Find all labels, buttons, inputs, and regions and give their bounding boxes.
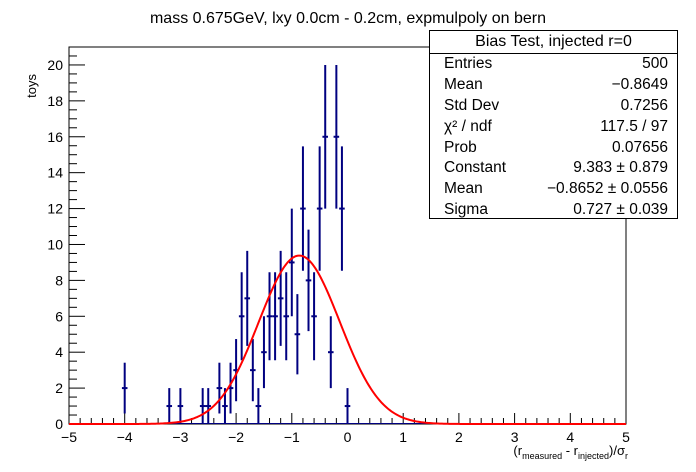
- data-point: [289, 208, 295, 317]
- stats-row: χ² / ndf 117.5 / 97: [430, 117, 677, 138]
- x-tick-label: −5: [61, 429, 77, 445]
- stats-value: −0.8649: [611, 75, 668, 93]
- data-point: [311, 272, 317, 361]
- data-point: [300, 146, 306, 271]
- data-point: [261, 316, 267, 389]
- data-point: [272, 272, 278, 361]
- stats-box: Bias Test, injected r=0 Entries 500 Mean −…: [429, 30, 678, 219]
- data-point: [277, 250, 284, 346]
- data-point: [250, 339, 256, 402]
- data-point: [266, 272, 273, 361]
- stats-label: Std Dev: [444, 96, 500, 114]
- stats-label: χ² / ndf: [444, 117, 492, 135]
- stats-row: Sigma 0.727 ± 0.039: [430, 200, 677, 221]
- x-axis-label: (rmeasured - rinjected)/σr: [513, 443, 628, 461]
- y-tick-label: 2: [55, 380, 63, 396]
- data-point: [238, 272, 245, 361]
- stats-value: 0.727 ± 0.039: [573, 201, 668, 219]
- stats-label: Constant: [444, 159, 507, 177]
- stats-value: 500: [642, 55, 668, 72]
- x-tick-label: −3: [172, 429, 188, 445]
- stats-label: Mean: [444, 180, 483, 198]
- stats-row: Mean −0.8649: [430, 75, 677, 96]
- data-point: [205, 388, 212, 424]
- x-tick-label: 4: [566, 429, 574, 445]
- data-points: [69, 64, 626, 424]
- data-point: [328, 316, 334, 389]
- stats-row: Constant 9.383 ± 0.879: [430, 158, 677, 179]
- stats-label: Sigma: [444, 201, 488, 219]
- stats-value: 117.5 / 97: [600, 117, 668, 135]
- data-point: [305, 229, 312, 332]
- data-point: [244, 250, 251, 346]
- stats-row: Mean −0.8652 ± 0.0556: [430, 179, 677, 200]
- stats-title: Bias Test, injected r=0: [430, 31, 677, 54]
- data-point: [199, 388, 206, 424]
- data-point: [344, 388, 351, 424]
- stats-value: 0.7256: [620, 96, 668, 114]
- y-tick-label: 18: [47, 93, 63, 109]
- data-point: [294, 294, 301, 375]
- y-tick-label: 20: [47, 57, 63, 73]
- data-point: [166, 388, 173, 424]
- stats-row: Prob 0.07656: [430, 138, 677, 159]
- x-tick-label: 5: [622, 429, 630, 445]
- x-tick-label: 3: [511, 429, 519, 445]
- stats-value: −0.8652 ± 0.0556: [547, 180, 668, 198]
- x-tick-label: 0: [344, 429, 352, 445]
- data-point: [121, 362, 128, 414]
- data-point: [339, 146, 345, 271]
- x-axis: −5 −4 −3 −2 −1 0 1 2 3 4 5: [61, 413, 630, 445]
- data-point: [255, 388, 262, 424]
- stats-label: Entries: [444, 55, 493, 72]
- y-tick-label: 14: [47, 165, 63, 181]
- y-tick-label: 8: [55, 272, 63, 288]
- y-tick-label: 16: [47, 129, 63, 145]
- x-tick-label: 1: [399, 429, 407, 445]
- data-point: [322, 64, 329, 209]
- stats-label: Prob: [444, 138, 477, 156]
- data-point: [283, 272, 290, 361]
- x-tick-label: −2: [228, 429, 244, 445]
- x-tick-label: −1: [284, 429, 300, 445]
- stats-label: Mean: [444, 75, 483, 93]
- stats-value: 9.383 ± 0.879: [573, 159, 668, 177]
- chart-title: mass 0.675GeV, lxy 0.0cm - 0.2cm, expmul…: [150, 10, 546, 27]
- gaussian-fit-curve: [69, 254, 626, 425]
- y-tick-label: 10: [47, 236, 63, 252]
- data-point: [177, 388, 184, 424]
- stats-row: Std Dev 0.7256: [430, 96, 677, 117]
- x-tick-label: −4: [117, 429, 133, 445]
- y-tick-label: 12: [47, 201, 63, 217]
- y-tick-label: 0: [55, 416, 63, 432]
- stats-row: Entries 500: [430, 54, 677, 75]
- stats-value: 0.07656: [611, 138, 668, 156]
- x-tick-label: 2: [455, 429, 463, 445]
- y-axis-label: toys: [24, 74, 39, 98]
- y-tick-label: 4: [55, 344, 63, 360]
- data-point: [216, 362, 223, 414]
- data-point: [316, 146, 323, 271]
- y-axis: 0 2 4 6 8 10 12 14 16 18 20: [47, 55, 85, 432]
- y-tick-label: 6: [55, 308, 63, 324]
- data-point: [333, 64, 340, 209]
